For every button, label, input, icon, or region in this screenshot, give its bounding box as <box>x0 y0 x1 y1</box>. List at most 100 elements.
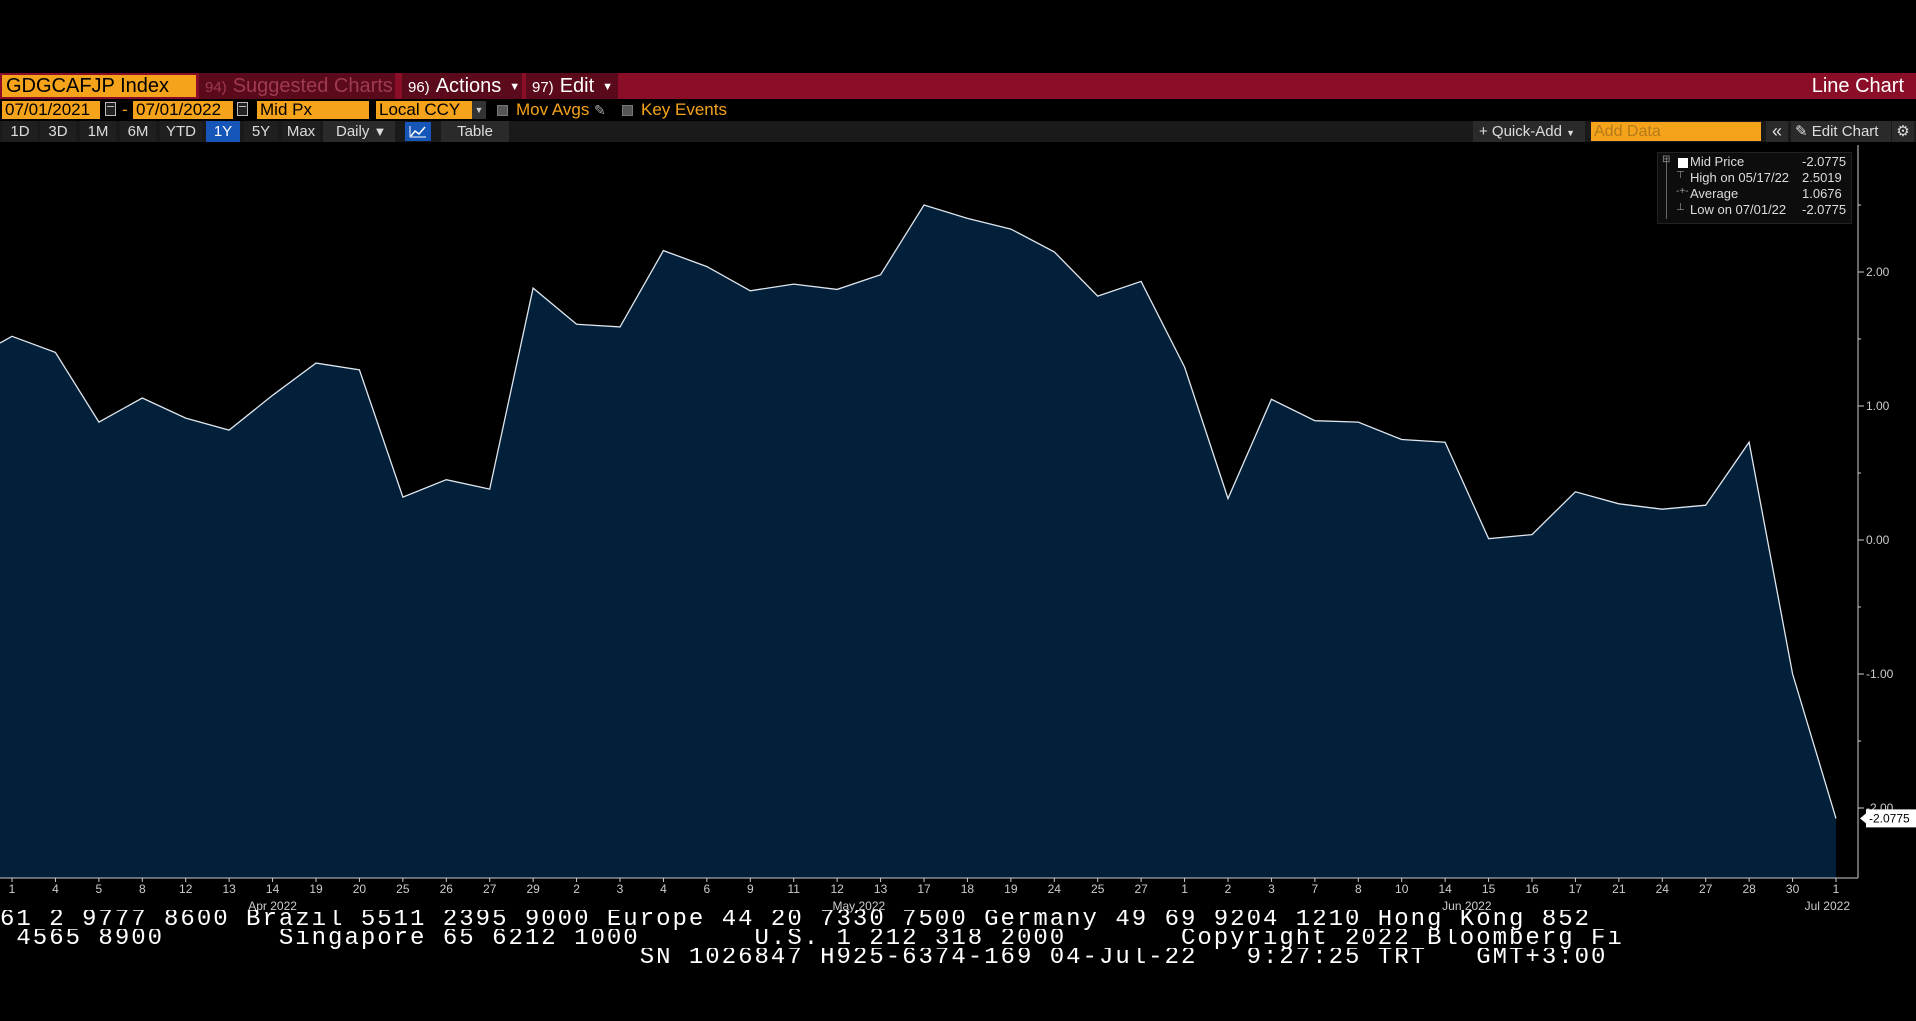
data-point[interactable] <box>661 249 665 253</box>
data-point[interactable] <box>1443 440 1447 444</box>
period-button-6m[interactable]: 6M <box>120 121 156 142</box>
currency-dropdown[interactable]: Local CCY <box>376 101 472 119</box>
period-button-1m[interactable]: 1M <box>80 121 116 142</box>
data-point[interactable] <box>705 265 709 269</box>
data-point[interactable] <box>1009 227 1013 231</box>
data-point[interactable] <box>1052 250 1056 254</box>
period-button-5y[interactable]: 5Y <box>244 121 278 142</box>
data-point[interactable] <box>1096 294 1100 298</box>
period-button-1y[interactable]: 1Y <box>206 121 240 142</box>
gear-icon[interactable]: ⚙ <box>1892 121 1914 142</box>
frequency-dropdown[interactable]: Daily ▼ <box>323 121 395 142</box>
actions-button[interactable]: 96) Actions ▼ <box>402 73 522 99</box>
data-point[interactable] <box>1183 365 1187 369</box>
collapse-panel-icon[interactable]: « <box>1766 121 1788 142</box>
data-point[interactable] <box>1573 490 1577 494</box>
y-axis: 2.001.000.00-1.00-2.00-2.0775 <box>1857 145 1916 878</box>
end-date-field[interactable]: 07/01/2022 <box>133 101 233 119</box>
data-point[interactable] <box>314 361 318 365</box>
chevron-down-icon[interactable]: ▼ <box>472 101 486 119</box>
data-point[interactable] <box>1226 497 1230 501</box>
data-point[interactable] <box>792 282 796 286</box>
quick-add-button[interactable]: + Quick-Add ▼ <box>1473 121 1585 142</box>
data-point[interactable] <box>271 393 275 397</box>
edit-number: 97) <box>532 79 554 96</box>
x-tick-label: 9 <box>747 882 754 896</box>
period-button-3d[interactable]: 3D <box>40 121 76 142</box>
data-point[interactable] <box>1791 672 1795 676</box>
data-point[interactable] <box>10 334 14 338</box>
x-month-label: Apr 2022 <box>248 899 297 913</box>
data-point[interactable] <box>97 420 101 424</box>
x-tick-label: 3 <box>1268 882 1275 896</box>
data-point[interactable] <box>879 273 883 277</box>
calendar-icon[interactable] <box>105 102 116 116</box>
legend-row-average: Average 1.0676 <box>1690 186 1850 202</box>
calendar-icon[interactable] <box>237 102 248 116</box>
data-point[interactable] <box>1487 537 1491 541</box>
table-button[interactable]: Table <box>441 121 509 142</box>
edit-chart-button[interactable]: ✎ Edit Chart <box>1791 121 1891 142</box>
data-point[interactable] <box>922 203 926 207</box>
data-point[interactable] <box>488 487 492 491</box>
data-point[interactable] <box>531 286 535 290</box>
edit-chart-label: Edit Chart <box>1811 123 1879 140</box>
quick-add-label: + Quick-Add <box>1479 123 1562 140</box>
data-point[interactable] <box>1530 533 1534 537</box>
suggested-charts-button[interactable]: 94) Suggested Charts <box>199 73 395 99</box>
data-point[interactable] <box>1356 420 1360 424</box>
mov-avgs-label[interactable]: Mov Avgs <box>516 100 590 119</box>
data-point[interactable] <box>748 289 752 293</box>
x-tick-label: 25 <box>396 882 410 896</box>
mov-avgs-checkbox[interactable] <box>497 105 508 116</box>
legend-row-high: High on 05/17/22 2.5019 <box>1690 170 1850 186</box>
frequency-label: Daily <box>336 123 370 140</box>
data-point[interactable] <box>401 495 405 499</box>
legend-average-value: 1.0676 <box>1802 186 1842 201</box>
x-tick-label: 13 <box>874 882 888 896</box>
data-point[interactable] <box>1660 507 1664 511</box>
key-events-label[interactable]: Key Events <box>641 100 727 119</box>
x-tick-label: 1 <box>1181 882 1188 896</box>
data-point[interactable] <box>1834 816 1838 820</box>
last-value-badge <box>1866 809 1916 828</box>
price-field-dropdown[interactable]: Mid Px <box>257 101 369 119</box>
start-date-field[interactable]: 07/01/2021 <box>2 101 100 119</box>
data-point[interactable] <box>1269 397 1273 401</box>
key-events-checkbox[interactable] <box>622 105 633 116</box>
edit-button[interactable]: 97) Edit ▼ <box>526 73 618 99</box>
data-point[interactable] <box>1704 503 1708 507</box>
data-point[interactable] <box>357 368 361 372</box>
data-point[interactable] <box>1313 419 1317 423</box>
data-point[interactable] <box>835 287 839 291</box>
y-tick-label: 1.00 <box>1866 399 1890 413</box>
period-button-1d[interactable]: 1D <box>2 121 38 142</box>
collapse-icon[interactable]: ⊟ <box>1662 154 1671 165</box>
suggested-charts-number: 94) <box>205 79 227 96</box>
x-tick-label: 19 <box>1004 882 1018 896</box>
data-point[interactable] <box>140 396 144 400</box>
data-point[interactable] <box>1747 440 1751 444</box>
x-tick-label: 18 <box>961 882 975 896</box>
period-button-max[interactable]: Max <box>282 121 320 142</box>
pencil-icon[interactable]: ✎ <box>594 102 606 118</box>
legend-average-label: Average <box>1690 186 1739 201</box>
legend-series-name: Mid Price <box>1690 154 1745 169</box>
data-point[interactable] <box>1139 279 1143 283</box>
data-point[interactable] <box>1400 438 1404 442</box>
add-data-input[interactable] <box>1591 122 1761 141</box>
data-point[interactable] <box>1617 502 1621 506</box>
line-chart-icon[interactable] <box>405 122 431 141</box>
data-point[interactable] <box>184 416 188 420</box>
data-point[interactable] <box>53 350 57 354</box>
ticker-field[interactable]: GDGCAFJP Index <box>2 75 196 97</box>
data-point[interactable] <box>965 216 969 220</box>
data-point[interactable] <box>575 322 579 326</box>
period-button-ytd[interactable]: YTD <box>160 121 202 142</box>
x-tick-label: 27 <box>1134 882 1148 896</box>
data-point[interactable] <box>444 478 448 482</box>
data-point[interactable] <box>227 428 231 432</box>
data-point[interactable] <box>618 325 622 329</box>
actions-label: Actions <box>435 75 502 97</box>
